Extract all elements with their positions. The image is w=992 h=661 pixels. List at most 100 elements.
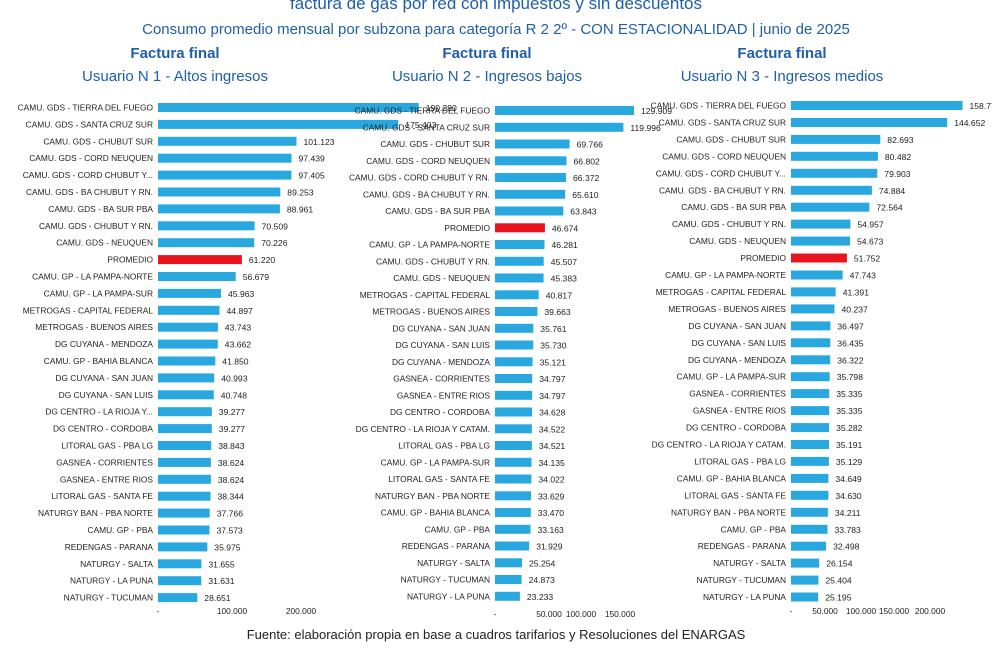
data-label: 54.957	[857, 220, 884, 230]
data-label: 41.850	[222, 357, 249, 367]
category-label: CAMU. GDS - BA CHUBUT Y RN.	[659, 185, 786, 195]
bar	[495, 323, 534, 333]
bar	[791, 592, 819, 602]
bar	[791, 151, 878, 161]
category-label: LITORAL GAS - PBA LG	[398, 441, 490, 451]
category-label: CAMU. GP - PBA	[425, 524, 491, 534]
data-label: 36.497	[837, 321, 864, 331]
bar	[158, 272, 236, 281]
data-label: 43.743	[225, 323, 252, 333]
data-label: 31.655	[208, 559, 235, 569]
bar	[791, 473, 829, 483]
category-label: CAMU. GP - LA PAMPA-SUR	[44, 288, 153, 298]
data-label: 37.766	[217, 509, 244, 519]
data-label: 31.929	[536, 542, 563, 552]
bar	[158, 221, 255, 231]
data-label: 35.121	[540, 357, 567, 367]
data-label: 35.335	[836, 406, 863, 416]
category-label: NATURGY - TUCUMAN	[697, 575, 786, 585]
bar	[158, 356, 216, 366]
x-tick-label: -	[494, 609, 497, 619]
data-label: 36.435	[837, 338, 864, 348]
category-label: CAMU. GDS - CORD CHUBUT Y...	[656, 168, 786, 178]
category-label: DG CENTRO - CORDOBA	[390, 407, 490, 417]
bar	[158, 322, 218, 332]
data-label: 69.766	[577, 140, 604, 150]
category-label: CAMU. GP - PBA	[88, 525, 154, 535]
category-label: DG CUYANA - MENDOZA	[392, 357, 490, 367]
category-label: CAMU. GDS - BA CHUBUT Y RN.	[363, 189, 490, 199]
x-tick-label: -	[790, 606, 793, 616]
data-label: 31.631	[208, 576, 235, 586]
bar	[158, 491, 211, 501]
data-label: 35.282	[836, 423, 863, 433]
data-label: 35.730	[540, 341, 567, 351]
panel-2-title: Factura final	[442, 45, 532, 62]
category-label: CAMU. GDS - NEUQUEN	[56, 238, 153, 248]
category-label: NATURGY - LA PUNA	[70, 576, 153, 586]
category-label: METROGAS - BUENOS AIRES	[35, 322, 153, 332]
bar	[158, 119, 399, 129]
category-label: CAMU. GP - BAHIA BLANCA	[381, 508, 491, 518]
category-label: CAMU. GDS - CORD CHUBUT Y RN.	[349, 173, 490, 183]
bar	[495, 340, 534, 350]
bar	[791, 270, 843, 280]
data-label: 80.482	[885, 152, 912, 162]
data-label: 97.405	[298, 171, 325, 181]
bar	[495, 524, 531, 534]
bar	[495, 558, 522, 568]
bar	[791, 423, 830, 433]
category-label: CAMU. GP - LA PAMPA-NORTE	[369, 240, 490, 250]
bar	[158, 525, 210, 535]
x-tick-label: 100.000	[566, 609, 597, 619]
category-label: GASNEA - ENTRE RIOS	[397, 390, 490, 400]
bar	[791, 389, 830, 399]
bar	[495, 541, 530, 551]
bar	[791, 134, 881, 144]
data-label: 35.191	[836, 440, 863, 450]
category-label: GASNEA - CORRIENTES	[393, 374, 490, 384]
bar	[158, 441, 212, 450]
bar	[158, 204, 280, 214]
x-tick-label: -	[157, 606, 160, 616]
chart-subtitle: Consumo promedio mensual por subzona par…	[142, 21, 850, 38]
bar	[791, 355, 831, 365]
category-label: CAMU. GP - PBA	[721, 524, 787, 534]
category-label: DG CUYANA - SAN LUIS	[692, 338, 787, 348]
panel-3-subtitle: Usuario N 3 - Ingresos medios	[680, 68, 884, 85]
panel-1-title: Factura final	[130, 45, 220, 62]
data-label: 61.220	[249, 255, 276, 265]
category-label: CAMU. GDS - SANTA CRUZ SUR	[659, 118, 786, 128]
data-label: 51.752	[854, 254, 881, 264]
data-label: 46.674	[552, 223, 579, 233]
data-label: 32.498	[833, 542, 860, 552]
data-label: 79.903	[884, 169, 911, 179]
category-label: DG CUYANA - SAN JUAN	[688, 321, 786, 331]
bar	[158, 474, 211, 484]
data-label: 23.233	[527, 592, 554, 602]
bar	[158, 390, 214, 400]
x-tick-label: 50.000	[812, 606, 838, 616]
bar	[791, 219, 851, 229]
data-label: 34.797	[539, 391, 566, 401]
category-label: NATURGY BAN - PBA NORTE	[375, 491, 490, 501]
category-label: CAMU. GDS - CORD NEUQUEN	[29, 153, 153, 163]
category-label: CAMU. GDS - TIERRA DEL FUEGO	[18, 103, 154, 113]
category-label: CAMU. GDS - CHUBUT SUR	[43, 136, 153, 146]
bar	[791, 304, 835, 314]
category-label: CAMU. GP - BAHIA BLANCA	[44, 356, 154, 366]
data-label: 63.843	[570, 207, 597, 217]
category-label: LITORAL GAS - PBA LG	[694, 456, 786, 466]
bar-promedio	[495, 223, 545, 233]
bar	[495, 139, 570, 149]
category-label: NATURGY - LA PUNA	[407, 591, 490, 601]
data-label: 34.797	[539, 374, 566, 384]
category-label: DG CUYANA - SAN JUAN	[392, 323, 490, 333]
bar	[495, 474, 532, 484]
data-label: 175.403	[405, 120, 436, 130]
data-label: 190.290	[426, 103, 457, 113]
bar	[495, 273, 544, 283]
bar	[158, 153, 292, 163]
category-label: METROGAS - CAPITAL FEDERAL	[360, 290, 491, 300]
